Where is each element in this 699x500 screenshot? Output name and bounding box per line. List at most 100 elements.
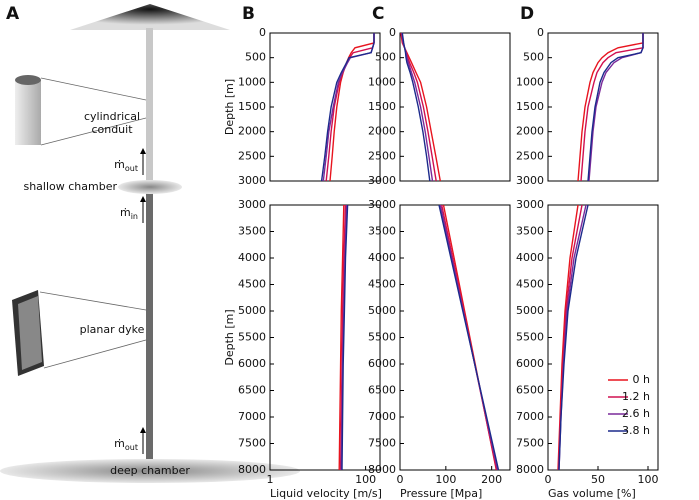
y-tick-label: 2500 — [238, 149, 266, 162]
profile-line — [577, 33, 644, 182]
y-tick-label: 3000 — [238, 198, 266, 211]
y-tick-label: 6000 — [238, 357, 266, 370]
profile-line — [587, 33, 644, 182]
y-tick-label: 1000 — [516, 75, 544, 88]
legend-label: 3.8 h — [622, 424, 650, 437]
y-tick-label: 8000 — [516, 463, 544, 476]
x-tick-label: 0 — [397, 473, 404, 486]
label: deep chamber — [110, 464, 190, 477]
arrow-head — [140, 427, 146, 433]
y-tick-label: 1500 — [368, 100, 396, 113]
legend-label: 0 h — [633, 373, 650, 386]
y-tick-label: 3000 — [516, 174, 544, 187]
y-tick-label: 3000 — [238, 174, 266, 187]
y-tick-label: 0 — [259, 26, 266, 39]
plot-frame — [547, 32, 659, 182]
y-tick-label: 7000 — [368, 410, 396, 423]
label: planar dyke — [80, 323, 145, 336]
y-tick-label: 2000 — [368, 125, 396, 138]
y-tick-label: 3000 — [368, 174, 396, 187]
y-tick-label: 3500 — [516, 225, 544, 238]
y-tick-label: 1000 — [238, 75, 266, 88]
plot-frame — [269, 204, 381, 471]
y-tick-label: 2500 — [516, 149, 544, 162]
y-tick-label: 5500 — [238, 331, 266, 344]
y-tick-label: 2500 — [368, 149, 396, 162]
y-tick-label: 4000 — [238, 251, 266, 264]
volcano — [70, 4, 230, 30]
x-tick-label: 100 — [435, 473, 456, 486]
y-tick-label: 7000 — [516, 410, 544, 423]
profile-line — [401, 32, 431, 182]
y-tick-label: 3000 — [368, 198, 396, 211]
y-tick-label: 500 — [523, 51, 544, 64]
panel-label: A — [6, 4, 20, 24]
flux-label: ṁout — [114, 158, 138, 173]
arrow-head — [140, 196, 146, 202]
label: conduit — [91, 123, 133, 136]
y-tick-label: 4000 — [368, 251, 396, 264]
label: shallow chamber — [23, 180, 117, 193]
plot-frame — [399, 32, 511, 182]
pointer — [40, 117, 147, 146]
profile-line — [558, 204, 589, 471]
y-tick-label: 4000 — [516, 251, 544, 264]
dyke — [146, 190, 153, 466]
y-tick-label: 1000 — [368, 75, 396, 88]
dyke-face — [18, 296, 42, 370]
y-tick-label: 500 — [245, 51, 266, 64]
legend-label: 2.6 h — [622, 407, 650, 420]
y-tick-label: 8000 — [368, 463, 396, 476]
x-axis-label: Liquid velocity [m/s] — [270, 487, 382, 500]
y-tick-label: 500 — [375, 51, 396, 64]
profile-line — [338, 204, 345, 471]
y-tick-label: 7500 — [368, 437, 396, 450]
y-tick-label: 6500 — [516, 384, 544, 397]
y-tick-label: 6000 — [516, 357, 544, 370]
cylinder — [15, 80, 41, 145]
legend-label: 1.2 h — [622, 390, 650, 403]
x-tick-label: 1 — [267, 473, 274, 486]
x-tick-label: 200 — [481, 473, 502, 486]
pointer — [43, 339, 147, 369]
profile-line — [320, 33, 375, 182]
y-tick-label: 6000 — [368, 357, 396, 370]
y-tick-label: 7500 — [238, 437, 266, 450]
diagram: A cylindrical conduit shallow chamber pl… — [0, 4, 300, 483]
x-tick-label: 100 — [638, 473, 659, 486]
arrow-head — [140, 148, 146, 154]
y-tick-label: 0 — [389, 26, 396, 39]
y-axis-label: Depth [m] — [223, 79, 236, 135]
x-tick-label: 100 — [355, 473, 376, 486]
x-axis-label: Pressure [Mpa] — [400, 487, 482, 500]
flux-label: ṁout — [114, 437, 138, 452]
label: cylindrical — [84, 110, 140, 123]
conduit — [146, 28, 153, 186]
y-tick-label: 5000 — [516, 304, 544, 317]
panel-label: C — [372, 4, 384, 24]
y-tick-label: 4500 — [516, 278, 544, 291]
panel-label: B — [242, 4, 255, 24]
y-tick-label: 4500 — [238, 278, 266, 291]
y-tick-label: 6500 — [368, 384, 396, 397]
profile-line — [438, 204, 500, 471]
y-tick-label: 2000 — [516, 125, 544, 138]
x-tick-label: 50 — [591, 473, 605, 486]
x-axis-label: Gas volume [%] — [548, 487, 636, 500]
y-tick-label: 7500 — [516, 437, 544, 450]
y-axis-label: Depth [m] — [223, 309, 236, 365]
pointer — [39, 291, 147, 311]
y-tick-label: 8000 — [238, 463, 266, 476]
y-tick-label: 6500 — [238, 384, 266, 397]
x-tick-label: 0 — [545, 473, 552, 486]
y-tick-label: 1500 — [516, 100, 544, 113]
profile-line — [341, 204, 349, 471]
y-tick-label: 7000 — [238, 410, 266, 423]
flux-label: ṁin — [120, 206, 138, 221]
y-tick-label: 5500 — [368, 331, 396, 344]
y-tick-label: 2000 — [238, 125, 266, 138]
y-tick-label: 4500 — [368, 278, 396, 291]
y-tick-label: 3500 — [238, 225, 266, 238]
profile-line — [588, 33, 644, 182]
